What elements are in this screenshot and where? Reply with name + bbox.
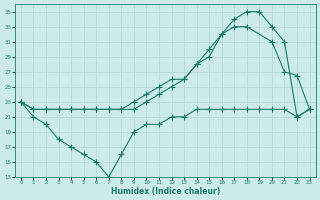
- X-axis label: Humidex (Indice chaleur): Humidex (Indice chaleur): [111, 187, 220, 196]
